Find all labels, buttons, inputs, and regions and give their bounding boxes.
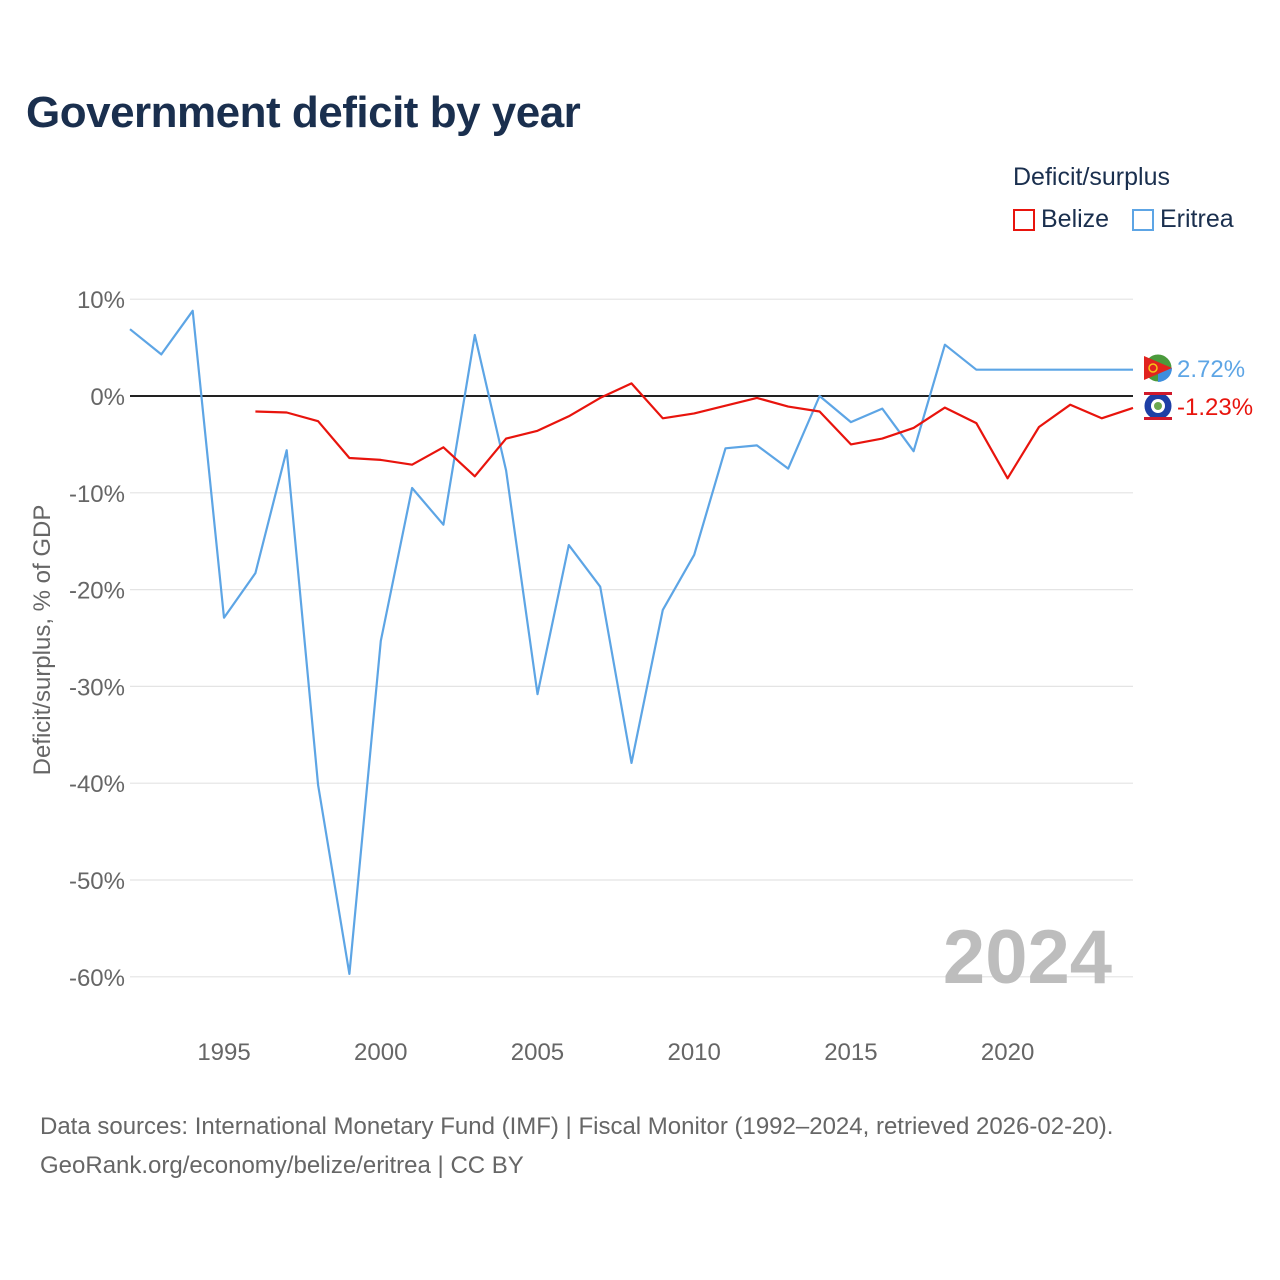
belize-flag-icon <box>1143 391 1173 421</box>
end-label-belize: -1.23% <box>1177 394 1253 421</box>
x-tick-label: 2000 <box>354 1039 407 1066</box>
year-watermark: 2024 <box>943 915 1112 1000</box>
y-tick-label: -10% <box>69 481 125 508</box>
source-line-2[interactable]: GeoRank.org/economy/belize/eritrea | CC … <box>40 1152 524 1179</box>
y-axis-ticks: 10% 0% -10% -20% -30% -40% -50% -60% <box>69 287 125 992</box>
chart-title: Government deficit by year <box>26 88 581 137</box>
y-tick-label: 0% <box>90 384 125 411</box>
legend-label-belize: Belize <box>1041 205 1110 233</box>
x-tick-label: 2010 <box>667 1039 720 1066</box>
y-tick-label: -20% <box>69 578 125 605</box>
legend-swatch-belize <box>1013 208 1035 231</box>
series-end-labels: -1.23% 2.72% <box>1143 353 1253 421</box>
gridlines <box>130 298 1133 978</box>
data-series <box>129 309 1134 976</box>
line-chart: 10% 0% -10% -20% -30% -40% -50% -60% 1995 2000 20… <box>29 287 1253 1066</box>
legend-item-eritrea[interactable]: Eritrea <box>1132 205 1234 234</box>
x-tick-label: 2020 <box>981 1039 1034 1066</box>
y-axis-label: Deficit/surplus, % of GDP <box>29 505 56 776</box>
legend-item-belize[interactable]: Belize <box>1013 205 1109 234</box>
source-note: Data sources: International Monetary Fun… <box>40 1107 1113 1185</box>
eritrea-flag-icon <box>1143 353 1173 383</box>
x-tick-label: 2015 <box>824 1039 877 1066</box>
legend-label-eritrea: Eritrea <box>1160 205 1234 233</box>
legend-title: Deficit/surplus <box>1013 163 1170 191</box>
y-tick-label: -30% <box>69 674 125 701</box>
series-line-eritrea <box>129 309 1133 976</box>
legend-swatch-eritrea <box>1132 208 1154 231</box>
x-tick-label: 1995 <box>197 1039 250 1066</box>
source-line-1: Data sources: International Monetary Fun… <box>40 1113 1114 1140</box>
x-tick-label: 2005 <box>511 1039 564 1066</box>
y-tick-label: 10% <box>77 287 125 314</box>
end-label-eritrea: 2.72% <box>1177 356 1245 383</box>
x-axis-ticks: 1995 2000 2005 2010 2015 2020 <box>197 1039 1034 1066</box>
series-line-belize <box>255 382 1134 480</box>
y-tick-label: -50% <box>69 868 125 895</box>
y-tick-label: -60% <box>69 965 125 992</box>
y-tick-label: -40% <box>69 771 125 798</box>
